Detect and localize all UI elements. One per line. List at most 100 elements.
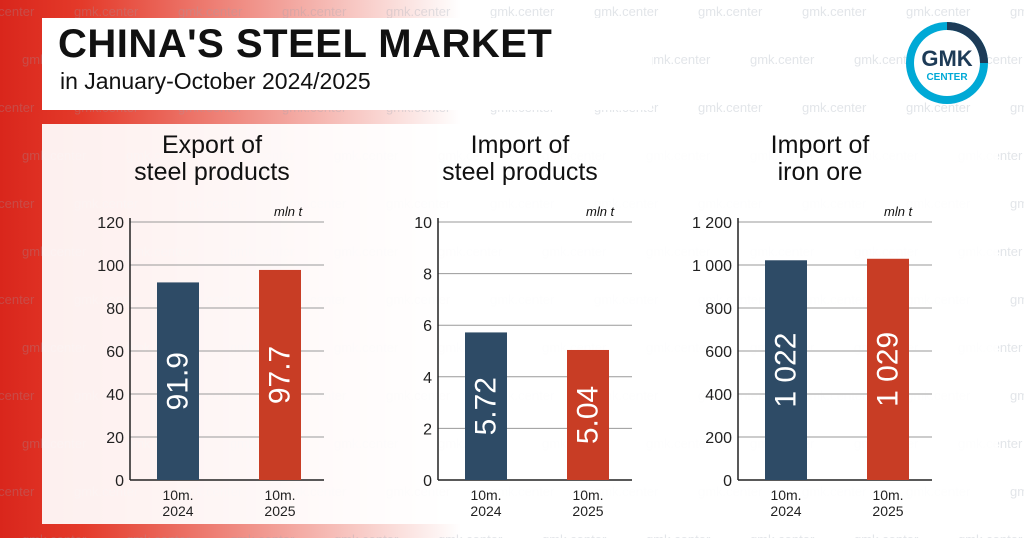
watermark-text: gmk.center — [1010, 388, 1024, 403]
watermark-text: gmk.center — [1010, 4, 1024, 19]
y-tick-label: 4 — [423, 370, 432, 387]
watermark-text: gmk.center — [906, 100, 971, 115]
y-tick-label: 60 — [106, 344, 124, 361]
watermark-text: gmk.center — [0, 196, 35, 211]
chart-title-line: steel products — [134, 158, 290, 186]
x-tick-label: 10m. — [162, 487, 193, 503]
watermark-text: gmk.center — [594, 4, 659, 19]
y-tick-label: 800 — [705, 301, 732, 318]
x-tick-label: 10m. — [470, 487, 501, 503]
unit-label: mln t — [274, 204, 303, 219]
bar-value-label: 1 022 — [770, 333, 803, 408]
watermark-text: gmk.center — [750, 52, 815, 67]
watermark-text: gmk.center — [906, 4, 971, 19]
y-tick-label: 120 — [97, 215, 124, 232]
watermark-text: gmk.center — [0, 484, 35, 499]
watermark-text: gmk.center — [230, 532, 294, 538]
watermark-text: gmk.center — [854, 532, 918, 538]
logo-text-center: CENTER — [926, 72, 968, 83]
x-tick-label: 10m. — [572, 487, 603, 503]
x-tick-label: 2025 — [572, 503, 603, 519]
watermark-text: gmk.center — [438, 532, 502, 538]
bar — [157, 282, 199, 480]
y-tick-label: 600 — [705, 344, 732, 361]
x-tick-label: 10m. — [770, 487, 801, 503]
chart-title: Export of steel products — [62, 132, 362, 186]
x-tick-label: 2024 — [162, 503, 193, 519]
watermark-text: gmk.center — [22, 532, 86, 538]
watermark-text: gmk.center — [282, 4, 347, 19]
watermark-text: gmk.center — [74, 4, 139, 19]
y-tick-label: 80 — [106, 301, 124, 318]
watermark-text: gmk.center — [178, 4, 243, 19]
logo-text-gmk: GMK — [921, 46, 972, 71]
watermark-text: gmk.center — [126, 532, 190, 538]
y-tick-label: 200 — [705, 430, 732, 447]
watermark-text: gmk.center — [646, 532, 710, 538]
y-tick-label: 10 — [414, 215, 432, 232]
gmk-center-logo-icon: GMK CENTER — [904, 20, 990, 106]
x-tick-label: 10m. — [872, 487, 903, 503]
watermark-text: gmk.center — [0, 4, 35, 19]
x-tick-label: 2024 — [770, 503, 801, 519]
bar — [259, 269, 301, 480]
watermark-text: gmk.center — [958, 532, 1022, 538]
watermark-text: gmk.center — [1010, 196, 1024, 211]
chart-import-steel: Import of steel products mln t 0 2 4 6 8 10 5.… — [370, 124, 670, 524]
watermark-text: gmk.center — [0, 388, 35, 403]
bar-value-label: 1 029 — [872, 332, 905, 407]
chart-title-line: iron ore — [777, 158, 863, 186]
chart-title-line: steel products — [442, 158, 598, 186]
watermark-text: gmk.center — [802, 100, 867, 115]
watermark-text: gmk.center — [750, 532, 814, 538]
bar — [765, 260, 807, 480]
chart-title-line: Export of — [161, 131, 263, 159]
y-tick-label: 0 — [115, 473, 124, 490]
x-tick-label: 2024 — [470, 503, 501, 519]
watermark-text: gmk.center — [334, 532, 398, 538]
y-tick-label: 0 — [723, 473, 732, 490]
watermark-text: gmk.center — [698, 100, 763, 115]
bar-value-label: 5.04 — [572, 386, 605, 444]
y-tick-label: 40 — [106, 387, 124, 404]
x-tick-label: 2025 — [872, 503, 903, 519]
watermark-text: gmk.center — [0, 292, 35, 307]
chart-title: Import of iron ore — [670, 132, 970, 186]
watermark-text: gmk.center — [542, 532, 606, 538]
charts-panel — [42, 124, 998, 524]
chart-export-steel: Export of steel products mln t 0 20 40 60 80… — [62, 124, 362, 524]
bar — [465, 332, 507, 480]
bar-value-label: 97.7 — [264, 346, 297, 404]
unit-label: mln t — [586, 204, 615, 219]
watermark-text: gmk.center — [490, 4, 555, 19]
bar — [567, 349, 609, 480]
y-tick-label: 2 — [423, 421, 432, 438]
x-tick-label: 2025 — [264, 503, 295, 519]
watermark-text: gmk.center — [1010, 484, 1024, 499]
x-tick-label: 10m. — [264, 487, 295, 503]
chart-import-iron-ore: Import of iron ore mln t 0 200 400 600 800 1 … — [670, 124, 970, 524]
unit-label: mln t — [884, 204, 913, 219]
watermark-text: gmk.center — [1010, 100, 1024, 115]
y-tick-label: 1 200 — [692, 215, 732, 232]
page-subtitle: in January-October 2024/2025 — [60, 68, 371, 94]
bar-value-label: 91.9 — [162, 352, 195, 410]
y-tick-label: 1 000 — [692, 258, 732, 275]
page-title: CHINA'S STEEL MARKET — [58, 22, 553, 66]
bar — [867, 258, 909, 480]
y-tick-label: 0 — [423, 473, 432, 490]
y-tick-label: 100 — [97, 258, 124, 275]
y-tick-label: 6 — [423, 318, 432, 335]
watermark-text: gmk.center — [386, 4, 451, 19]
watermark-text: gmk.center — [698, 4, 763, 19]
chart-title-line: Import of — [470, 131, 570, 159]
y-tick-label: 8 — [423, 267, 432, 284]
watermark-text: gmk.center — [1010, 292, 1024, 307]
watermark-text: gmk.center — [0, 100, 35, 115]
bar-value-label: 5.72 — [470, 377, 503, 435]
y-tick-label: 20 — [106, 430, 124, 447]
chart-title-line: Import of — [770, 131, 870, 159]
